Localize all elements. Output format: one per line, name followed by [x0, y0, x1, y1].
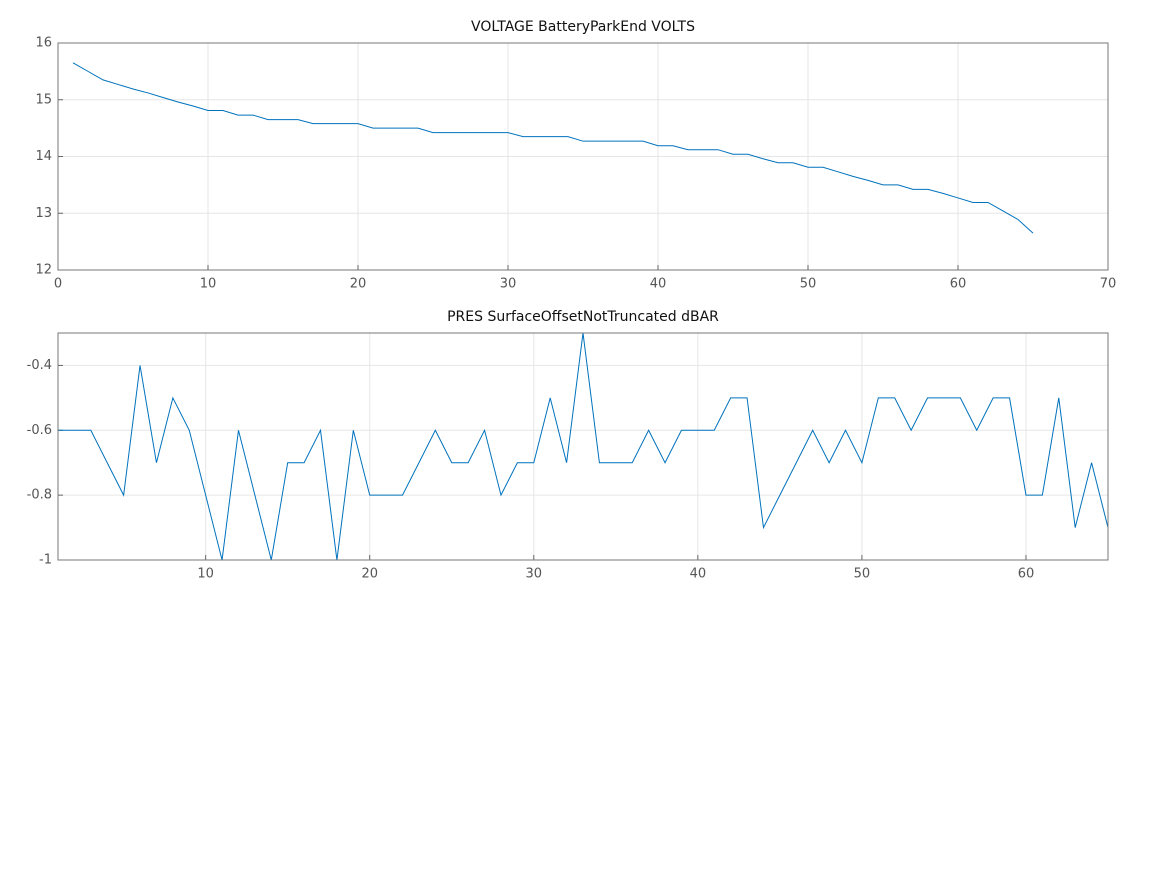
y-tick-label: 13: [35, 206, 52, 221]
x-tick-label: 40: [650, 277, 667, 292]
x-tick-label: 60: [1018, 567, 1035, 582]
chart-title: PRES SurfaceOffsetNotTruncated dBAR: [447, 309, 719, 325]
x-tick-label: 20: [361, 567, 378, 582]
x-tick-label: 30: [500, 277, 517, 292]
x-tick-label: 10: [200, 277, 217, 292]
x-tick-label: 50: [800, 277, 817, 292]
chart-title: VOLTAGE BatteryParkEnd VOLTS: [471, 19, 695, 35]
x-tick-label: 20: [350, 277, 367, 292]
x-tick-label: 0: [54, 277, 62, 292]
y-tick-label: -0.8: [27, 488, 52, 503]
y-tick-label: -0.4: [27, 358, 52, 373]
plot-frame: [57, 42, 1109, 271]
y-tick-label: 15: [35, 92, 52, 107]
y-tick-label: 16: [35, 36, 52, 51]
x-tick-label: 60: [950, 277, 967, 292]
x-tick-label: 70: [1100, 277, 1117, 292]
y-tick-label: 14: [35, 149, 52, 164]
x-tick-label: 40: [690, 567, 707, 582]
plot-frame: [57, 332, 1109, 561]
x-tick-label: 30: [526, 567, 543, 582]
data-line: [72, 62, 1034, 234]
data-line: [58, 332, 1109, 561]
x-tick-label: 50: [854, 567, 871, 582]
x-tick-label: 10: [197, 567, 214, 582]
y-tick-label: -1: [39, 553, 52, 568]
y-tick-label: 12: [35, 263, 52, 278]
y-tick-label: -0.6: [27, 423, 52, 438]
